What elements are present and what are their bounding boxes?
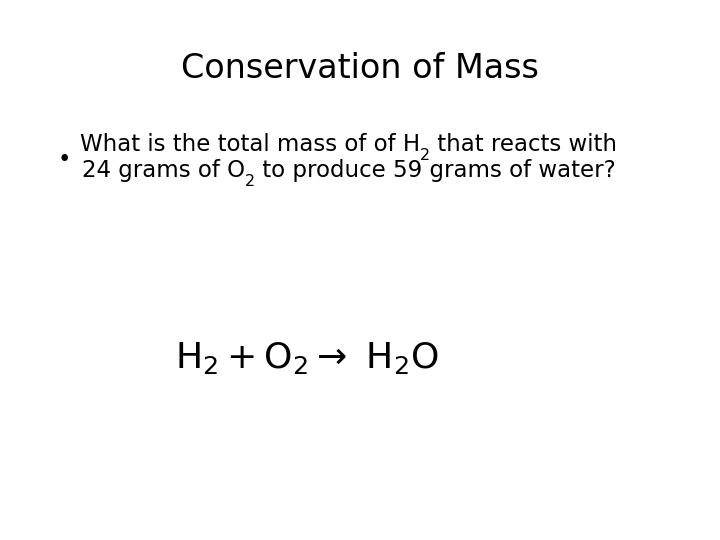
Text: 2: 2	[420, 148, 431, 163]
Text: that reacts with: that reacts with	[431, 133, 617, 156]
Text: •: •	[58, 148, 71, 171]
Text: $\mathrm{H_2 + O_2 \rightarrow \ H_2O}$: $\mathrm{H_2 + O_2 \rightarrow \ H_2O}$	[175, 340, 439, 376]
Text: Conservation of Mass: Conservation of Mass	[181, 52, 539, 85]
Text: to produce 59 grams of water?: to produce 59 grams of water?	[255, 159, 616, 181]
Text: What is the total mass of of H: What is the total mass of of H	[80, 133, 420, 156]
Text: 24 grams of O: 24 grams of O	[82, 159, 245, 181]
Text: 2: 2	[245, 174, 255, 188]
